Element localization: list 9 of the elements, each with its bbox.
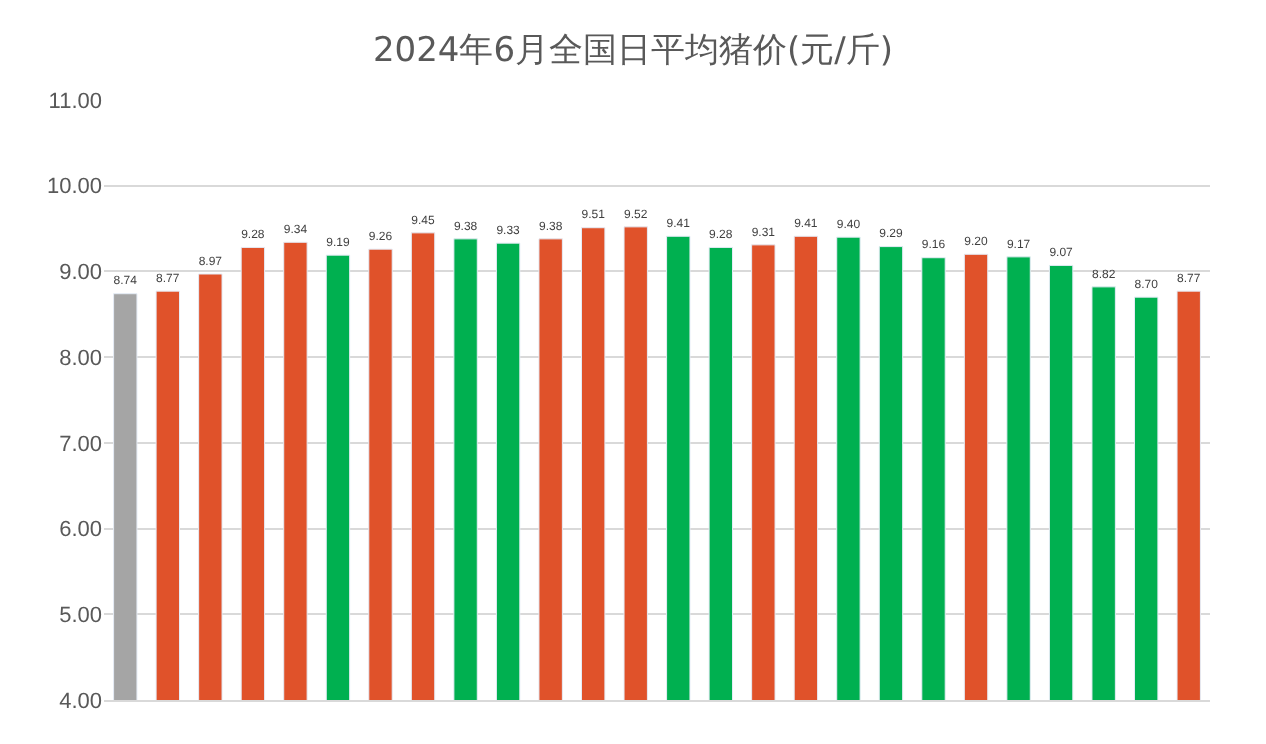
y-tick-label: 4.00 [59, 689, 102, 714]
y-tick-label: 5.00 [59, 603, 102, 628]
y-tick-label: 10.00 [46, 175, 102, 200]
y-tick-label: 6.00 [59, 518, 102, 543]
y-tick-label: 8.00 [59, 346, 102, 371]
y-tick-label: 11.00 [48, 89, 102, 114]
chart-title: 2024年6月全国日平均猪价(元/斤) [372, 31, 894, 71]
y-tick-label: 9.00 [59, 261, 102, 286]
y-tick-label: 7.00 [59, 432, 102, 457]
